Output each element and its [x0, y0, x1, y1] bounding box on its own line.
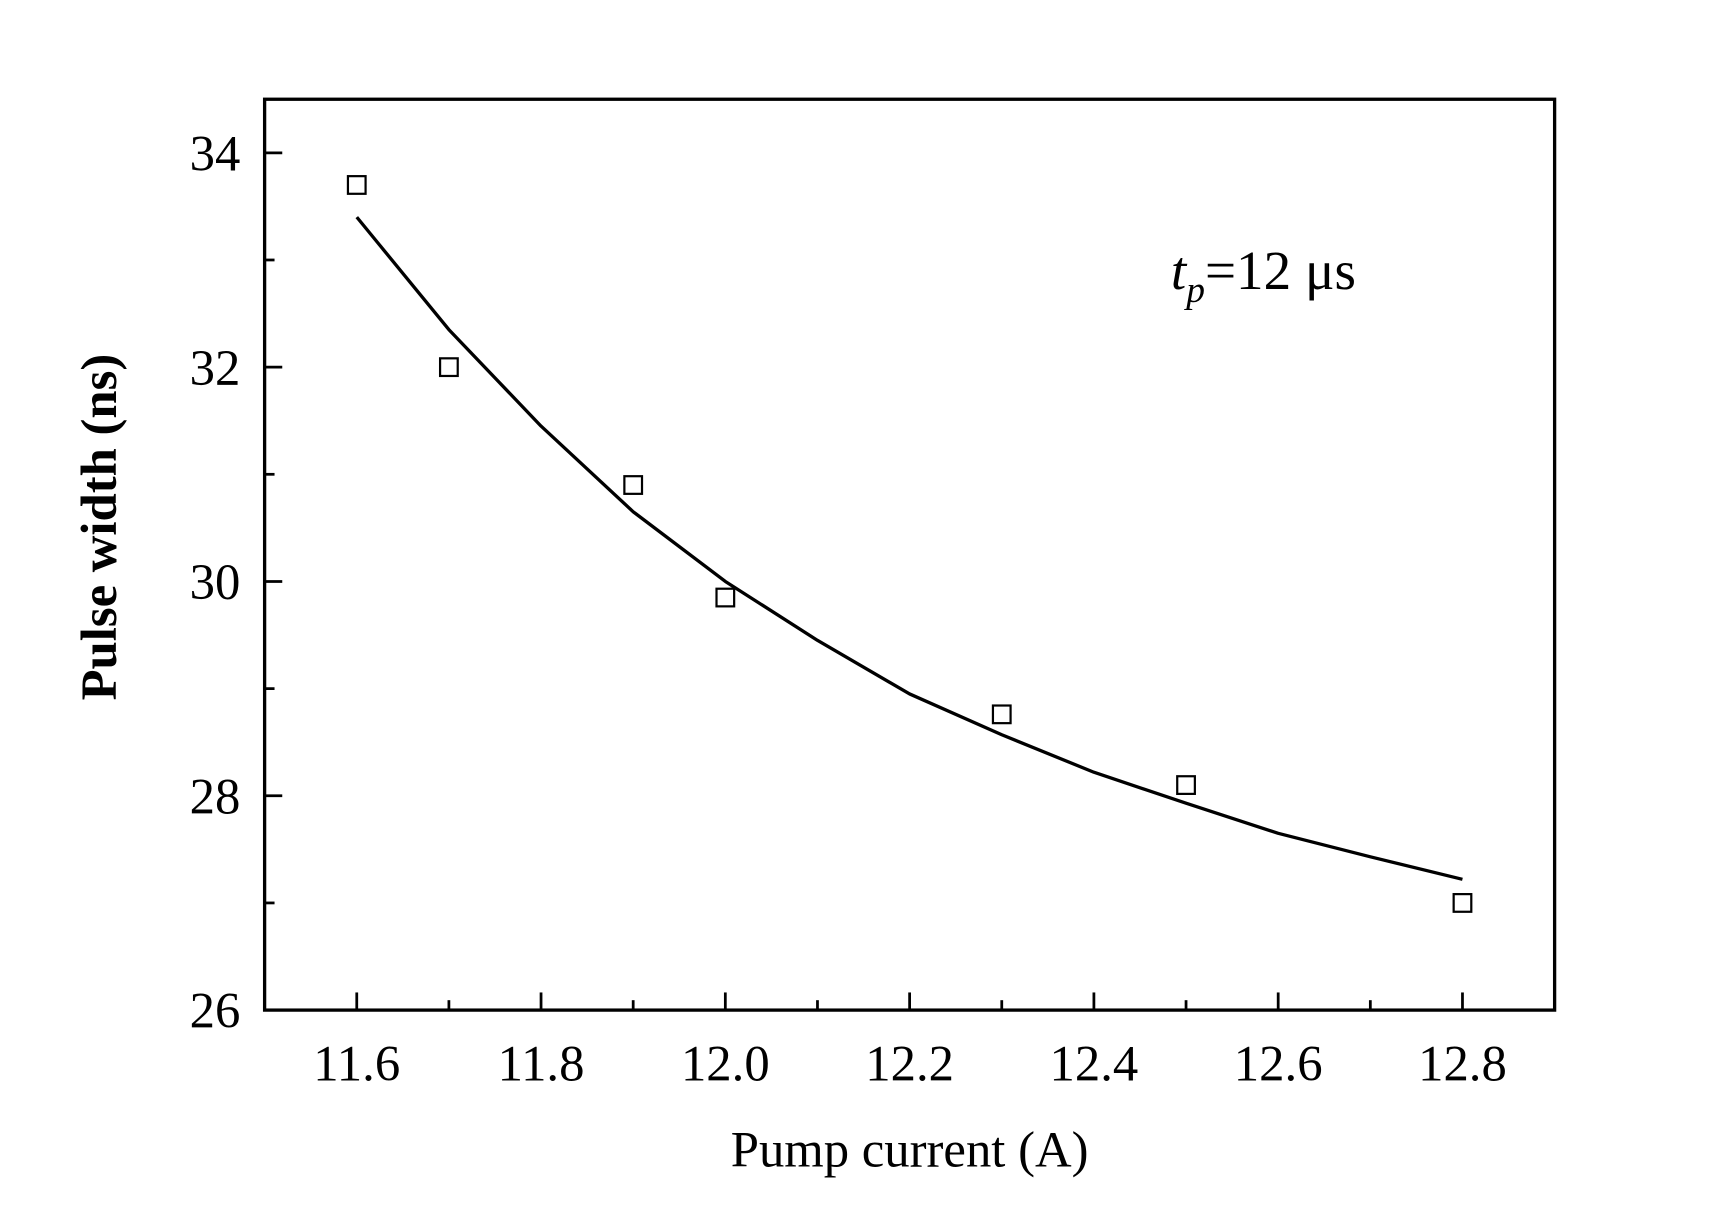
y-axis-label: Pulse width (ns)	[71, 354, 127, 701]
data-point	[715, 587, 736, 608]
fit-curve	[355, 216, 1463, 881]
annotation-value: =12 μs	[1205, 240, 1356, 301]
annotation-sub: p	[1183, 270, 1205, 311]
data-point	[623, 475, 644, 495]
y-tick-label: 28	[190, 768, 241, 824]
x-tick-label: 12.8	[1418, 1036, 1507, 1092]
annotation-t: t	[1171, 240, 1188, 301]
x-axis-label: Pump current (A)	[731, 1122, 1089, 1178]
x-tick-label: 12.6	[1234, 1036, 1323, 1092]
data-point	[1176, 775, 1196, 795]
y-tick-label: 26	[190, 983, 241, 1039]
data-point	[346, 175, 367, 195]
y-tick-label: 30	[190, 554, 241, 610]
x-tick-label: 12.4	[1050, 1036, 1139, 1092]
data-point	[438, 357, 459, 378]
data-point	[991, 704, 1012, 725]
x-tick-label: 11.6	[313, 1036, 400, 1092]
annotation: tp=12 μs	[1171, 240, 1356, 311]
data-point	[1452, 893, 1473, 913]
plot-frame	[262, 97, 1557, 1012]
y-tick-label: 34	[190, 125, 241, 181]
x-tick-label: 12.0	[681, 1036, 770, 1092]
y-tick-label: 32	[190, 340, 241, 396]
x-tick-label: 12.2	[865, 1036, 954, 1092]
x-tick-label: 11.8	[498, 1036, 585, 1092]
